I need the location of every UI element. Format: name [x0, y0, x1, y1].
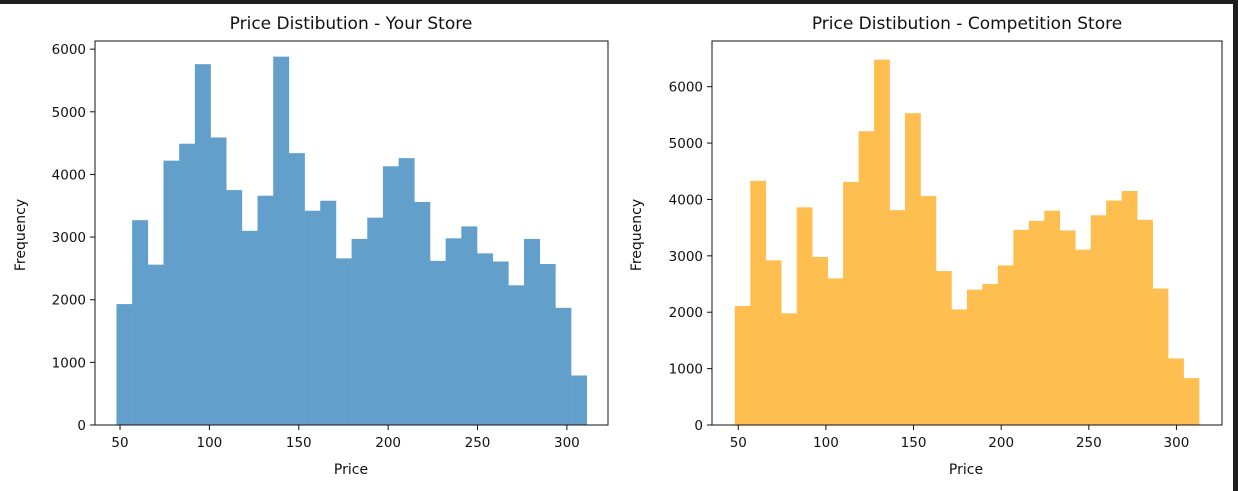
- histogram-bar: [461, 226, 478, 425]
- competition-store-histogram: Price Distibution - Competition Store Pr…: [629, 14, 1223, 478]
- histogram-bar: [147, 264, 164, 425]
- y-tick-label: 3000: [52, 230, 86, 246]
- y-tick-label: 4000: [52, 167, 86, 183]
- histogram-bar: [445, 238, 462, 425]
- histogram-bar: [858, 131, 875, 425]
- x-tick-label: 250: [465, 435, 491, 451]
- your-store-histogram: Price Distibution - Your Store Price Fre…: [13, 14, 609, 478]
- y-tick-label: 6000: [52, 42, 86, 58]
- histogram-bar: [1168, 358, 1184, 425]
- x-tick-label: 250: [1076, 435, 1102, 451]
- histogram-bar: [367, 217, 384, 425]
- histogram-bar: [382, 166, 399, 426]
- histogram-bar: [194, 64, 211, 426]
- histogram-bar: [351, 238, 368, 425]
- window-frame-top: [0, 0, 1238, 4]
- histogram-bar: [398, 158, 415, 425]
- histogram-bar: [966, 289, 983, 425]
- x-tick-label: 100: [197, 435, 223, 451]
- histogram-bar: [1059, 230, 1076, 425]
- x-tick-label: 200: [375, 435, 401, 451]
- y-tick-label: 6000: [669, 80, 703, 96]
- x-tick-label: 200: [988, 435, 1014, 451]
- histogram-bar: [116, 304, 133, 425]
- histogram-bar: [179, 143, 196, 426]
- histogram-bar: [750, 180, 767, 425]
- y-tick-label: 2000: [52, 293, 86, 309]
- histogram-bar: [524, 238, 541, 425]
- histogram-bar: [734, 306, 751, 425]
- chart-title: Price Distibution - Competition Store: [812, 14, 1122, 34]
- histogram-bar: [555, 307, 572, 425]
- histogram-bar: [132, 220, 149, 425]
- histogram-bar: [1090, 215, 1107, 425]
- histogram-bar: [1183, 378, 1200, 425]
- histogram-bar: [257, 195, 274, 425]
- histogram-bar: [905, 113, 921, 426]
- histogram-bar: [982, 284, 999, 425]
- x-axis-label: Price: [949, 462, 983, 478]
- y-tick-label: 2000: [669, 305, 703, 321]
- chart-title: Price Distibution - Your Store: [230, 14, 473, 34]
- histogram-bar: [163, 160, 180, 425]
- histogram-bar: [226, 190, 243, 425]
- y-tick-label: 4000: [669, 192, 703, 208]
- x-tick-label: 100: [813, 435, 839, 451]
- histogram-bar: [843, 181, 859, 425]
- histogram-bar: [1044, 210, 1061, 425]
- histogram-bar: [1028, 220, 1045, 425]
- histogram-bar: [827, 278, 844, 425]
- histogram-bar: [1152, 288, 1169, 425]
- histogram-bar: [889, 210, 906, 425]
- y-axis-label: Frequency: [629, 199, 645, 271]
- histogram-bar: [1106, 200, 1122, 425]
- y-tick-label: 0: [77, 418, 86, 434]
- y-tick-label: 0: [694, 418, 703, 434]
- x-tick-label: 300: [554, 435, 580, 451]
- histogram-bar: [1137, 219, 1153, 425]
- histogram-bar: [765, 260, 782, 425]
- histogram-bar: [492, 261, 509, 425]
- histogram-bar: [997, 265, 1014, 425]
- histogram-bar: [241, 230, 258, 425]
- histogram-bar: [1121, 190, 1138, 425]
- x-tick-label: 150: [901, 435, 927, 451]
- histogram-bar: [812, 256, 828, 425]
- histogram-bar: [1075, 249, 1092, 425]
- histogram-bar: [571, 375, 588, 425]
- x-tick-label: 50: [111, 435, 128, 451]
- x-tick-label: 50: [730, 435, 747, 451]
- y-tick-label: 3000: [669, 249, 703, 265]
- histogram-bar: [288, 153, 305, 425]
- histogram-bar: [508, 285, 525, 425]
- y-axis-label: Frequency: [13, 199, 29, 271]
- histogram-bar: [935, 271, 952, 425]
- histogram-bar: [414, 201, 431, 425]
- x-tick-label: 150: [286, 435, 312, 451]
- histogram-bar: [539, 264, 556, 425]
- plot-frame: [94, 40, 609, 426]
- y-tick-label: 1000: [52, 355, 86, 371]
- histogram-bar: [1013, 229, 1030, 425]
- histogram-bar: [320, 200, 337, 425]
- histogram-bar: [210, 137, 227, 425]
- y-tick-label: 5000: [52, 105, 86, 121]
- x-tick-label: 300: [1164, 435, 1190, 451]
- histogram-bar: [781, 313, 797, 425]
- x-axis-label: Price: [334, 462, 368, 478]
- histogram-bar: [920, 196, 937, 425]
- histogram-bar: [796, 207, 813, 425]
- histogram-bar: [477, 253, 493, 425]
- histogram-bar: [304, 210, 321, 425]
- plot-frame: [711, 40, 1223, 426]
- histogram-bar: [951, 309, 968, 425]
- y-tick-label: 1000: [669, 362, 703, 378]
- histogram-bar: [874, 59, 890, 426]
- histogram-bar: [335, 258, 352, 425]
- histogram-bar: [273, 56, 290, 425]
- histogram-bar: [429, 260, 446, 425]
- y-tick-label: 5000: [669, 136, 703, 152]
- window-frame-right: [1233, 0, 1238, 491]
